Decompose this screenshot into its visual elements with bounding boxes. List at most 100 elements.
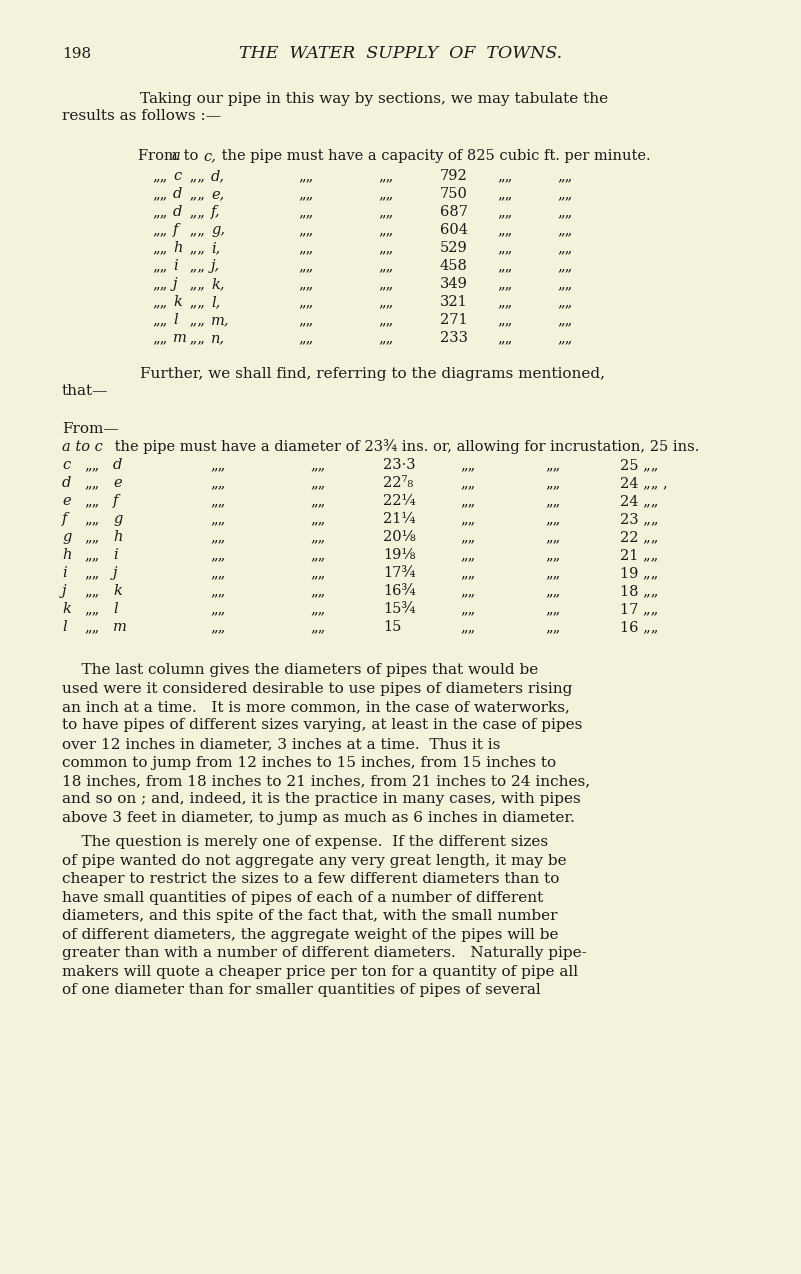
Text: „„: „„ xyxy=(185,205,205,219)
Text: d: d xyxy=(173,205,183,219)
Text: the pipe must have a diameter of 23¾ ins. or, allowing for incrustation, 25 ins.: the pipe must have a diameter of 23¾ ins… xyxy=(110,440,699,454)
Text: „„: „„ xyxy=(310,583,325,598)
Text: d: d xyxy=(62,476,71,490)
Text: „„: „„ xyxy=(497,276,513,290)
Text: 16¾: 16¾ xyxy=(383,583,416,598)
Text: 22⁷₈: 22⁷₈ xyxy=(383,476,413,490)
Text: „„: „„ xyxy=(185,223,205,237)
Text: „„: „„ xyxy=(210,566,225,580)
Text: l: l xyxy=(173,313,178,327)
Text: „„: „„ xyxy=(152,169,167,183)
Text: a to c: a to c xyxy=(62,440,103,454)
Text: j,: j, xyxy=(211,259,220,273)
Text: From: From xyxy=(138,149,183,163)
Text: „„: „„ xyxy=(310,548,325,562)
Text: „„: „„ xyxy=(210,494,225,508)
Text: the pipe must have a capacity of 825 cubic ft. per minute.: the pipe must have a capacity of 825 cub… xyxy=(217,149,650,163)
Text: 458: 458 xyxy=(440,259,468,273)
Text: 23·3: 23·3 xyxy=(383,457,416,471)
Text: i: i xyxy=(113,548,118,562)
Text: g: g xyxy=(62,530,71,544)
Text: e: e xyxy=(113,476,122,490)
Text: „„: „„ xyxy=(152,205,167,219)
Text: 19 „„: 19 „„ xyxy=(620,566,658,580)
Text: „„: „„ xyxy=(378,331,393,345)
Text: „„: „„ xyxy=(460,476,475,490)
Text: „„: „„ xyxy=(460,603,475,617)
Text: „„: „„ xyxy=(310,494,325,508)
Text: „„: „„ xyxy=(497,169,513,183)
Text: i: i xyxy=(62,566,66,580)
Text: „„: „„ xyxy=(84,530,99,544)
Text: „„: „„ xyxy=(310,530,325,544)
Text: „„: „„ xyxy=(84,566,99,580)
Text: „„: „„ xyxy=(497,223,513,237)
Text: Further, we shall find, referring to the diagrams mentioned,: Further, we shall find, referring to the… xyxy=(140,367,605,381)
Text: „„: „„ xyxy=(378,259,393,273)
Text: „„: „„ xyxy=(557,169,572,183)
Text: 321: 321 xyxy=(440,296,468,310)
Text: an inch at a time.   It is more common, in the case of waterworks,: an inch at a time. It is more common, in… xyxy=(62,699,570,713)
Text: „„: „„ xyxy=(152,187,167,201)
Text: „„: „„ xyxy=(298,223,313,237)
Text: „„: „„ xyxy=(84,512,99,526)
Text: used were it considered desirable to use pipes of diameters rising: used were it considered desirable to use… xyxy=(62,682,573,696)
Text: 22¼: 22¼ xyxy=(383,494,416,508)
Text: „„: „„ xyxy=(545,530,560,544)
Text: From—: From— xyxy=(62,422,119,436)
Text: 24 „„: 24 „„ xyxy=(620,494,658,508)
Text: 529: 529 xyxy=(440,241,468,255)
Text: c: c xyxy=(173,169,181,183)
Text: „„: „„ xyxy=(378,241,393,255)
Text: i,: i, xyxy=(211,241,220,255)
Text: „„: „„ xyxy=(460,512,475,526)
Text: „„: „„ xyxy=(310,603,325,617)
Text: 750: 750 xyxy=(440,187,468,201)
Text: d,: d, xyxy=(211,169,225,183)
Text: „„: „„ xyxy=(557,259,572,273)
Text: 198: 198 xyxy=(62,47,91,61)
Text: „„: „„ xyxy=(84,457,99,471)
Text: 17¾: 17¾ xyxy=(383,566,416,580)
Text: m: m xyxy=(113,620,127,634)
Text: cheaper to restrict the sizes to a few different diameters than to: cheaper to restrict the sizes to a few d… xyxy=(62,871,559,885)
Text: „„: „„ xyxy=(210,620,225,634)
Text: 21¼: 21¼ xyxy=(383,512,416,526)
Text: results as follows :—: results as follows :— xyxy=(62,110,221,124)
Text: d: d xyxy=(173,187,183,201)
Text: „„: „„ xyxy=(298,313,313,327)
Text: 15¾: 15¾ xyxy=(383,603,416,617)
Text: „„: „„ xyxy=(497,259,513,273)
Text: have small quantities of pipes of each of a number of different: have small quantities of pipes of each o… xyxy=(62,891,543,905)
Text: i: i xyxy=(173,259,178,273)
Text: l,: l, xyxy=(211,296,220,310)
Text: to have pipes of different sizes varying, at least in the case of pipes: to have pipes of different sizes varying… xyxy=(62,719,582,733)
Text: l: l xyxy=(113,603,118,617)
Text: „„: „„ xyxy=(84,620,99,634)
Text: „„: „„ xyxy=(557,296,572,310)
Text: „„: „„ xyxy=(152,313,167,327)
Text: „„: „„ xyxy=(545,494,560,508)
Text: „„: „„ xyxy=(185,169,205,183)
Text: „„: „„ xyxy=(557,313,572,327)
Text: of pipe wanted do not aggregate any very great length, it may be: of pipe wanted do not aggregate any very… xyxy=(62,854,566,868)
Text: n,: n, xyxy=(211,331,225,345)
Text: The question is merely one of expense.  If the different sizes: The question is merely one of expense. I… xyxy=(62,834,548,848)
Text: „„: „„ xyxy=(210,457,225,471)
Text: „„: „„ xyxy=(152,276,167,290)
Text: THE  WATER  SUPPLY  OF  TOWNS.: THE WATER SUPPLY OF TOWNS. xyxy=(239,45,562,62)
Text: „„: „„ xyxy=(185,187,205,201)
Text: „„: „„ xyxy=(298,187,313,201)
Text: „„: „„ xyxy=(545,603,560,617)
Text: 25 „„: 25 „„ xyxy=(620,457,658,471)
Text: h: h xyxy=(62,548,71,562)
Text: „„: „„ xyxy=(460,494,475,508)
Text: „„: „„ xyxy=(210,512,225,526)
Text: „„: „„ xyxy=(298,169,313,183)
Text: „„: „„ xyxy=(298,296,313,310)
Text: „„: „„ xyxy=(152,331,167,345)
Text: of different diameters, the aggregate weight of the pipes will be: of different diameters, the aggregate we… xyxy=(62,927,558,941)
Text: „„: „„ xyxy=(557,276,572,290)
Text: f: f xyxy=(173,223,179,237)
Text: „„: „„ xyxy=(84,583,99,598)
